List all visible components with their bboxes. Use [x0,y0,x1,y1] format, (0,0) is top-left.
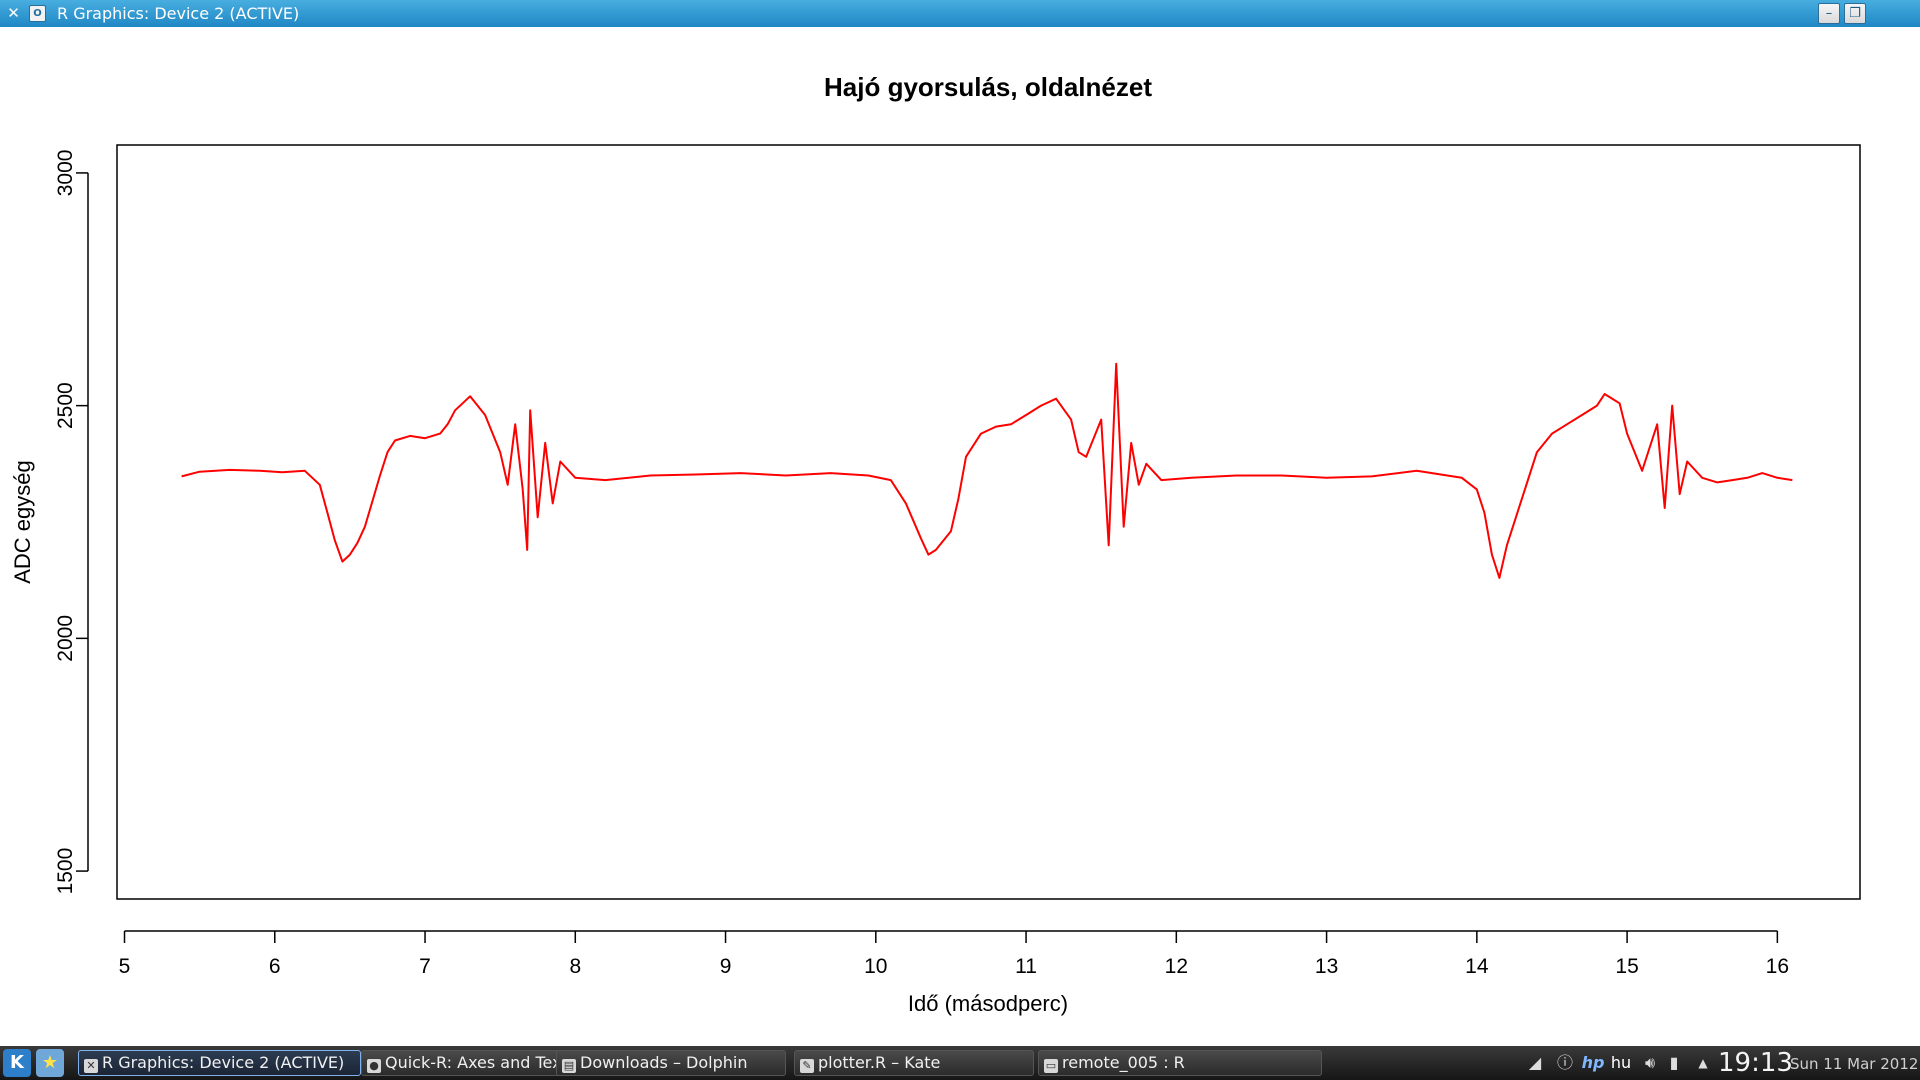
tray-expand-arrow-icon[interactable]: ▲ [1698,1056,1708,1070]
x-tick-label-12: 12 [1165,955,1188,978]
y-tick-label-2500: 2500 [54,382,77,429]
x-tick-label-16: 16 [1766,955,1789,978]
x-tick-label-15: 15 [1615,955,1638,978]
r-task-icon: ✕ [84,1059,98,1073]
keyboard-layout-indicator[interactable]: hu [1610,1053,1632,1072]
line-chart: Hajó gyorsulás, oldalnézet 5 6 7 8 9 10 11 12 13… [10,72,1861,1016]
chart-title: Hajó gyorsulás, oldalnézet [824,72,1152,102]
chromium-task-icon: ● [367,1059,381,1073]
y-tick-label-3000: 3000 [54,150,77,197]
minimize-button[interactable]: – [1818,3,1840,24]
clock-time[interactable]: 19:13 [1718,1048,1793,1078]
window-titlebar[interactable]: ✕ O R Graphics: Device 2 (ACTIVE) – ❐ [0,0,1920,27]
kate-task-icon: ✎ [800,1059,814,1073]
maximize-button[interactable]: ❐ [1844,3,1866,24]
plot-area: Hajó gyorsulás, oldalnézet 5 6 7 8 9 10 11 12 13… [0,27,1920,1046]
hp-tray-icon[interactable]: hp [1581,1053,1605,1072]
x-axis: 5 6 7 8 9 10 11 12 13 14 15 16 [119,930,1789,978]
plot-frame [116,144,1861,900]
task-label: Downloads – Dolphin [580,1053,748,1072]
x-tick-label-5: 5 [119,955,131,978]
y-axis-title: ADC egység [10,460,35,584]
task-terminal[interactable]: ▭ remote_005 : R [1038,1050,1322,1076]
x-tick-label-10: 10 [864,955,887,978]
display-tray-icon[interactable]: ◢ [1528,1053,1542,1072]
x-tick-label-14: 14 [1465,955,1489,978]
x-tick-label-13: 13 [1315,955,1338,978]
task-label: plotter.R – Kate [818,1053,941,1072]
x-axis-title: Idő (másodperc) [908,991,1068,1016]
info-tray-icon[interactable]: ⓘ [1556,1053,1573,1072]
taskbar: K ★ ✕ R Graphics: Device 2 (ACTIVE) ● Quic… [0,1046,1920,1080]
window-menu-button[interactable]: O [29,5,46,22]
kde-menu-icon[interactable]: K [3,1049,31,1077]
acceleration-series-line [181,362,1793,579]
x-tick-label-6: 6 [269,955,281,978]
x-tick-label-9: 9 [720,955,732,978]
dolphin-task-icon: ▤ [562,1059,576,1073]
task-chromium[interactable]: ● Quick-R: Axes and Text - Chromium [361,1050,577,1076]
clock-date: Sun 11 Mar 2012 [1790,1055,1919,1073]
task-label: Quick-R: Axes and Text - Chromium [385,1053,576,1072]
x-tick-label-8: 8 [569,955,581,978]
y-axis: 1500 2000 2500 3000 [54,150,89,895]
terminal-task-icon: ▭ [1044,1059,1058,1073]
x-tick-label-7: 7 [419,955,431,978]
y-tick-label-2000: 2000 [54,615,77,662]
task-label: R Graphics: Device 2 (ACTIVE) [102,1053,345,1072]
task-label: remote_005 : R [1062,1053,1185,1072]
file-manager-icon[interactable]: ★ [36,1049,64,1077]
y-tick-label-1500: 1500 [54,848,77,895]
x-tick-label-11: 11 [1015,955,1037,978]
task-dolphin[interactable]: ▤ Downloads – Dolphin [556,1050,786,1076]
volume-icon[interactable]: 🔊︎ [1644,1053,1656,1072]
task-r-graphics[interactable]: ✕ R Graphics: Device 2 (ACTIVE) [78,1050,361,1076]
r-app-icon[interactable]: ✕ [7,4,20,22]
window-title: R Graphics: Device 2 (ACTIVE) [57,4,300,23]
battery-icon[interactable]: ▮ [1669,1053,1679,1072]
task-kate[interactable]: ✎ plotter.R – Kate [794,1050,1034,1076]
